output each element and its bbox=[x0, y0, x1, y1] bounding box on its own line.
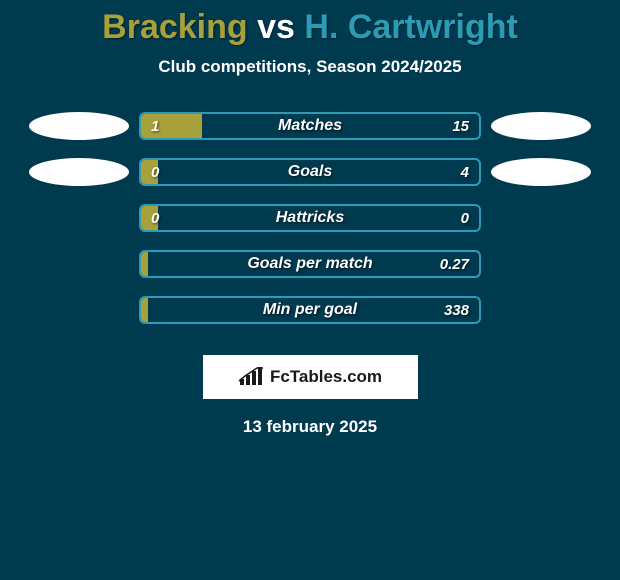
source-logo: FcTables.com bbox=[203, 355, 418, 399]
stat-row: Min per goal338 bbox=[0, 287, 620, 333]
stat-right-value: 0 bbox=[461, 206, 469, 230]
left-ellipse bbox=[29, 112, 129, 140]
stat-bar: 0Hattricks0 bbox=[139, 204, 481, 232]
stat-label: Matches bbox=[141, 114, 479, 138]
stat-label: Hattricks bbox=[141, 206, 479, 230]
left-ellipse bbox=[29, 158, 129, 186]
stat-rows: 1Matches150Goals40Hattricks0Goals per ma… bbox=[0, 103, 620, 333]
stat-row: 1Matches15 bbox=[0, 103, 620, 149]
chart-icon bbox=[238, 367, 264, 387]
vs-text: vs bbox=[257, 8, 295, 46]
stat-row: 0Goals4 bbox=[0, 149, 620, 195]
date-text: 13 february 2025 bbox=[0, 417, 620, 437]
stat-bar: 1Matches15 bbox=[139, 112, 481, 140]
stat-right-value: 4 bbox=[461, 160, 469, 184]
logo-text: FcTables.com bbox=[270, 367, 382, 387]
stat-right-value: 338 bbox=[444, 298, 469, 322]
stat-row: 0Hattricks0 bbox=[0, 195, 620, 241]
player1-name: Bracking bbox=[102, 8, 248, 46]
stat-row: Goals per match0.27 bbox=[0, 241, 620, 287]
right-ellipse bbox=[491, 158, 591, 186]
player2-name: H. Cartwright bbox=[304, 8, 517, 46]
stat-right-value: 0.27 bbox=[440, 252, 469, 276]
stat-bar: 0Goals4 bbox=[139, 158, 481, 186]
stat-right-value: 15 bbox=[452, 114, 469, 138]
right-ellipse bbox=[491, 112, 591, 140]
stat-label: Goals bbox=[141, 160, 479, 184]
subtitle-text: Club competitions, Season 2024/2025 bbox=[0, 57, 620, 77]
page-title: Bracking vs H. Cartwright bbox=[0, 0, 620, 47]
stat-label: Goals per match bbox=[141, 252, 479, 276]
stat-bar: Min per goal338 bbox=[139, 296, 481, 324]
stat-bar: Goals per match0.27 bbox=[139, 250, 481, 278]
stat-label: Min per goal bbox=[141, 298, 479, 322]
